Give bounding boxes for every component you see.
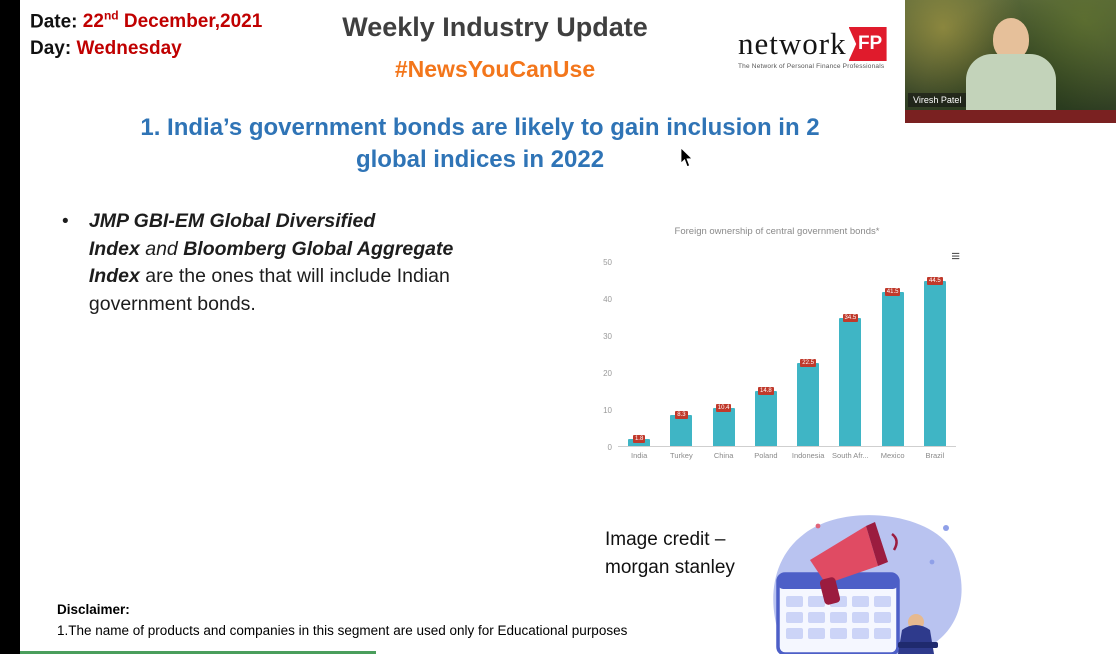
x-category-label: Mexico <box>880 451 905 460</box>
bar-group-china: 10.4 China <box>703 404 745 460</box>
image-credit-line2: morgan stanley <box>605 556 735 578</box>
participant-name-label: Viresh Patel <box>908 93 967 107</box>
bar-value-label: 1.8 <box>632 435 646 443</box>
disclaimer-text: 1.The name of products and companies in … <box>57 622 628 638</box>
day-line: Day: Wednesday <box>30 36 262 63</box>
x-category-label: Indonesia <box>791 451 825 460</box>
slide-heading: 1. India’s government bonds are likely t… <box>40 112 920 177</box>
date-day-block: Date: 22nd December,2021 Day: Wednesday <box>30 8 262 63</box>
bullet-segment: Bloomberg Global Aggregate <box>183 237 454 260</box>
bar-chart: Foreign ownership of central government … <box>588 216 966 482</box>
bar-value-label: 10.4 <box>715 404 732 412</box>
bar <box>754 391 777 446</box>
page-title: Weekly Industry Update <box>342 12 648 42</box>
disclaimer-title: Disclaimer: <box>57 602 130 617</box>
logo-tagline: The Network of Personal Finance Professi… <box>738 63 885 70</box>
chart-title: Foreign ownership of central government … <box>674 226 880 237</box>
x-category-label: India <box>630 451 648 460</box>
slide-heading-line2: global indices in 2022 <box>355 146 605 174</box>
bar-value-label: 44.5 <box>927 277 943 285</box>
bar-value-label: 8.3 <box>675 411 688 419</box>
bullet-segment: Index <box>88 265 140 288</box>
slide-heading-line1: 1. India’s government bonds are likely t… <box>140 114 820 141</box>
bar-group-indonesia: 22.5 Indonesia <box>787 359 829 460</box>
hashtag: #NewsYouCanUse <box>394 56 596 82</box>
bar <box>881 292 904 446</box>
bullet-segment: Index <box>88 237 140 260</box>
x-category-label: Brazil <box>925 451 945 460</box>
bar <box>670 415 693 446</box>
bullet-text: JMP GBI-EM Global Diversified Index and B… <box>89 208 537 319</box>
bullet-marker: • <box>62 211 69 232</box>
bar-group-mexico: 41.5 Mexico <box>872 288 914 460</box>
chart-body: 50 40 30 20 10 0 1.8 India 8.3 Turkey 10.4 China 14… <box>594 257 956 463</box>
bar <box>923 281 946 446</box>
networkfp-logo: network FP The Network of Personal Finan… <box>738 26 908 70</box>
calendar-megaphone-illustration <box>773 515 962 654</box>
x-category-label: China <box>713 451 734 460</box>
video-progress-bar[interactable] <box>20 651 376 654</box>
image-credit-line1: Image credit – <box>605 529 726 550</box>
participant-body <box>965 54 1056 110</box>
bullet-segment: are the ones that will include Indian go… <box>88 265 450 316</box>
chart-bars: 1.8 India 8.3 Turkey 10.4 China 14.8 Poland 22.5… <box>618 262 956 460</box>
maroon-strip <box>905 110 1116 123</box>
bar-value-label: 41.5 <box>884 288 901 296</box>
chart-menu-icon[interactable]: ≡ <box>951 248 960 265</box>
participant-head <box>992 18 1029 60</box>
bar-group-india: 1.8 India <box>618 435 660 460</box>
bar-group-poland: 14.8 Poland <box>745 387 787 460</box>
x-category-label: Turkey <box>670 451 693 460</box>
disclaimer: Disclaimer: 1.The name of products and c… <box>57 600 627 642</box>
logo-fp-badge: FP <box>848 27 887 61</box>
bar <box>839 318 862 446</box>
bar-value-label: 22.5 <box>800 359 816 367</box>
date-line: Date: 22nd December,2021 <box>30 8 262 36</box>
bar-group-turkey: 8.3 Turkey <box>660 411 702 460</box>
bar-group-south-afr-: 34.5 South Afr... <box>829 314 871 460</box>
date-value: 22nd December,2021 <box>82 9 263 33</box>
bar-value-label: 34.5 <box>842 314 859 322</box>
bullet-segment: JMP GBI-EM Global Diversified <box>88 210 376 232</box>
bar <box>797 363 820 446</box>
bar-group-brazil: 44.5 Brazil <box>914 277 956 460</box>
image-credit: Image credit – morgan stanley <box>605 526 735 581</box>
chart-y-axis: 50 40 30 20 10 0 <box>603 257 612 452</box>
date-label: Date: <box>30 11 83 33</box>
bar <box>712 408 735 446</box>
bar-value-label: 14.8 <box>758 387 774 395</box>
bullet-segment: and <box>139 237 184 260</box>
day-label: Day: <box>30 37 77 59</box>
x-category-label: Poland <box>754 451 778 460</box>
bullet-item: • JMP GBI-EM Global Diversified Index and… <box>62 208 537 319</box>
logo-text: network <box>738 26 847 61</box>
x-category-label: South Afr... <box>832 451 869 460</box>
webcam-video: Viresh Patel <box>905 0 1116 110</box>
left-black-bar <box>0 0 20 654</box>
day-value: Wednesday <box>76 37 182 59</box>
mouse-cursor-icon <box>680 148 693 168</box>
